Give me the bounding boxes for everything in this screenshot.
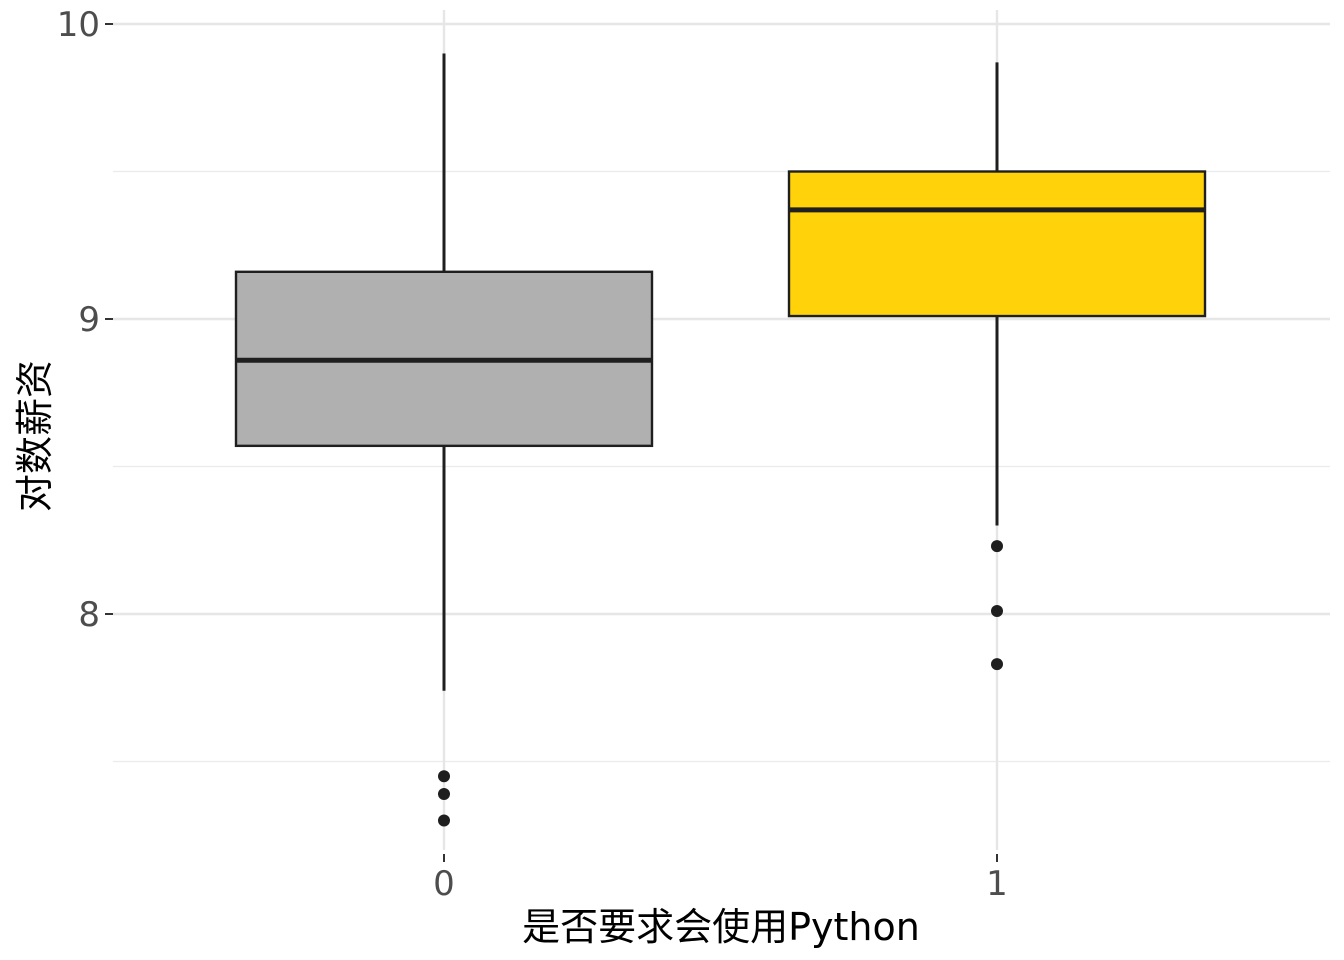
outlier-point xyxy=(438,787,450,800)
x-axis-title: 是否要求会使用Python xyxy=(522,905,920,949)
outlier-point xyxy=(438,770,450,783)
y-tick-label: 9 xyxy=(78,300,100,340)
outlier-point xyxy=(991,540,1003,553)
y-tick-label: 8 xyxy=(78,595,100,635)
axis-layer: 8 9 10 0 1 xyxy=(57,5,1008,904)
box-group-1 xyxy=(787,62,1207,671)
box-layer xyxy=(234,53,1207,827)
y-tick-label: 10 xyxy=(57,5,100,45)
box-group-0 xyxy=(234,53,654,827)
outlier-point xyxy=(991,605,1003,618)
x-tick-label: 1 xyxy=(986,864,1008,904)
outlier-point xyxy=(438,814,450,827)
y-axis-title: 对数薪资 xyxy=(13,360,57,512)
x-tick-label: 0 xyxy=(433,864,455,904)
box-body xyxy=(787,170,1207,318)
outlier-point xyxy=(991,658,1003,671)
